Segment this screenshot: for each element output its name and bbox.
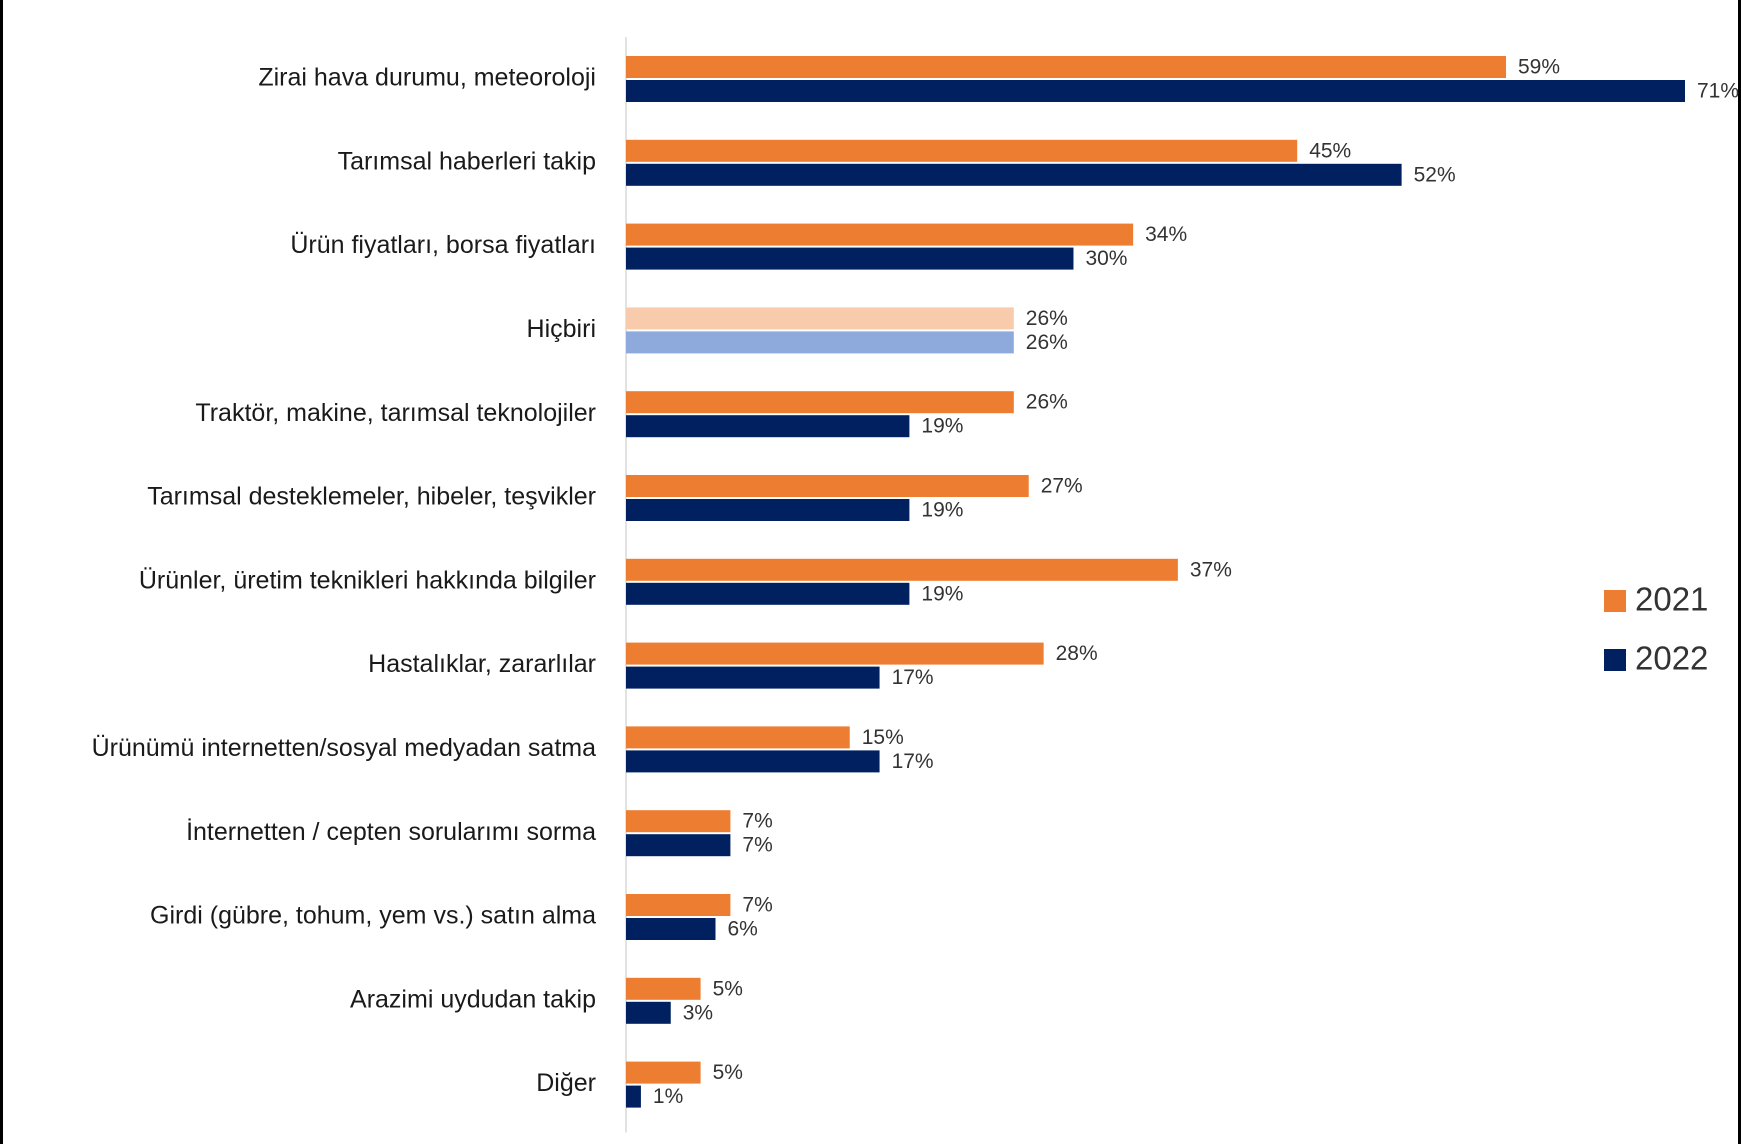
data-label-2022-11: 3%	[683, 1001, 713, 1024]
bar-2021-2	[626, 223, 1134, 246]
bar-2022-3	[626, 331, 1014, 354]
category-label: Hiçbiri	[527, 315, 596, 343]
bar-2021-4	[626, 391, 1014, 414]
bar-2021-0	[626, 56, 1507, 78]
data-label-2022-8: 17%	[892, 750, 934, 773]
category-label: Tarımsal desteklemeler, hibeler, teşvikl…	[147, 483, 596, 511]
data-label-2021-2: 34%	[1145, 223, 1187, 246]
data-label-2021-8: 15%	[862, 726, 904, 749]
data-label-2022-7: 17%	[892, 666, 934, 689]
legend-swatch-2021	[1604, 590, 1626, 612]
bar-2021-6	[626, 558, 1178, 581]
data-label-2022-4: 19%	[921, 415, 963, 438]
data-label-2021-5: 27%	[1041, 475, 1083, 498]
data-label-2021-1: 45%	[1309, 139, 1351, 162]
category-label: Ürünümü internetten/sosyal medyadan satm…	[92, 734, 597, 762]
bar-2021-7	[626, 642, 1044, 665]
data-label-2021-9: 7%	[742, 810, 772, 833]
category-label: Zirai hava durumu, meteoroloji	[258, 64, 596, 92]
bar-2021-12	[626, 1061, 701, 1084]
legend-label-2021: 2021	[1635, 581, 1708, 618]
bar-2022-9	[626, 834, 731, 857]
category-label: Ürünler, üretim teknikleri hakkında bilg…	[139, 566, 596, 594]
legend-label-2022: 2022	[1635, 640, 1708, 677]
category-label: Diğer	[536, 1069, 596, 1097]
category-label: Ürün fiyatları, borsa fiyatları	[290, 231, 596, 259]
bar-2022-12	[626, 1085, 641, 1108]
bar-2021-1	[626, 139, 1298, 162]
category-label: Hastalıklar, zararlılar	[368, 650, 596, 678]
bar-2021-10	[626, 894, 731, 916]
data-label-2022-2: 30%	[1085, 247, 1127, 270]
right-edge-strip	[1738, 0, 1741, 1144]
data-label-2021-0: 59%	[1518, 56, 1560, 79]
data-label-2021-10: 7%	[742, 894, 772, 917]
data-label-2022-5: 19%	[921, 499, 963, 522]
bar-2021-9	[626, 810, 731, 833]
data-label-2022-10: 6%	[727, 918, 757, 941]
bar-2022-5	[626, 499, 910, 521]
data-label-2021-4: 26%	[1026, 391, 1068, 414]
category-label: Traktör, makine, tarımsal teknolojiler	[195, 399, 596, 427]
bar-2022-1	[626, 163, 1402, 186]
bar-2022-7	[626, 666, 880, 689]
category-label: Girdi (gübre, tohum, yem vs.) satın alma	[150, 902, 596, 930]
bar-2022-4	[626, 415, 910, 438]
bar-2021-3	[626, 307, 1014, 330]
bar-2022-11	[626, 1001, 671, 1024]
category-label: Tarımsal haberleri takip	[338, 147, 596, 175]
data-label-2021-3: 26%	[1026, 307, 1068, 330]
data-label-2021-11: 5%	[713, 977, 743, 1000]
data-label-2021-12: 5%	[713, 1061, 743, 1084]
bar-2021-8	[626, 726, 850, 749]
bar-2021-11	[626, 977, 701, 1000]
data-label-2021-6: 37%	[1190, 558, 1232, 581]
bar-2022-2	[626, 247, 1074, 270]
legend-swatch-2022	[1604, 649, 1626, 671]
bar-2022-8	[626, 750, 880, 773]
data-label-2022-0: 71%	[1697, 80, 1739, 103]
data-label-2022-9: 7%	[742, 834, 772, 857]
left-edge-strip	[0, 0, 3, 1144]
bar-2022-0	[626, 80, 1685, 102]
data-label-2022-6: 19%	[921, 582, 963, 605]
data-label-2021-7: 28%	[1056, 642, 1098, 665]
data-label-2022-12: 1%	[653, 1085, 683, 1108]
bar-2022-10	[626, 918, 716, 940]
category-label: Arazimi uydudan takip	[350, 985, 596, 1013]
bar-2021-5	[626, 475, 1029, 497]
data-label-2022-3: 26%	[1026, 331, 1068, 354]
bar-2022-6	[626, 582, 910, 605]
data-label-2022-1: 52%	[1414, 163, 1456, 186]
category-label: İnternetten / cepten sorularımı sorma	[186, 817, 596, 846]
